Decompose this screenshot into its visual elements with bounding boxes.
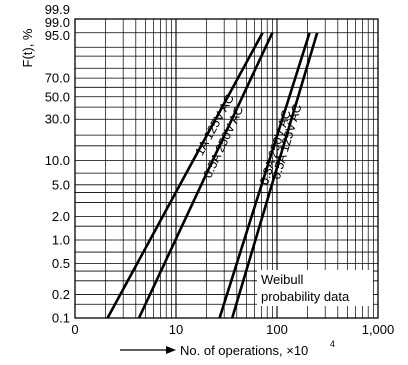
y-tick-label: 1.0 [52, 232, 70, 247]
y-tick-label: 30.0 [45, 112, 70, 127]
y-tick-label: 5.0 [52, 177, 70, 192]
series-line [106, 32, 264, 319]
annotation-box: Weibull probability data [257, 270, 373, 306]
x-tick-label: 0 [71, 322, 78, 337]
series-labels: 1A 125V AC0.5A 250V AC 0.3A 250V AC0.5A 1… [192, 92, 304, 187]
y-tick-label: 0.2 [52, 287, 70, 302]
x-axis-title: No. of operations, ×10 4 [120, 339, 335, 358]
x-axis-label: No. of operations, ×10 [180, 343, 308, 358]
plot-frame [74, 18, 379, 319]
y-tick-label: 10.0 [45, 153, 70, 168]
y-tick-label: 0.1 [52, 311, 70, 326]
x-tick-label: 10 [169, 322, 183, 337]
x-axis-arrow-icon [166, 346, 176, 354]
series-line [218, 32, 311, 319]
y-axis-label: F(t), % [20, 28, 35, 67]
y-tick-label: 95.0 [45, 28, 70, 43]
series-line [137, 32, 274, 319]
series-lines [106, 32, 319, 319]
annotation-line-1: Weibull [261, 272, 304, 287]
x-tick-label: 100 [266, 322, 288, 337]
annotation-line-2: probability data [261, 289, 350, 304]
y-tick-label: 0.5 [52, 256, 70, 271]
y-tick-label: 2.0 [52, 209, 70, 224]
y-tick-label: 99.0 [45, 15, 70, 30]
x-tick-label: 1,000 [362, 322, 395, 337]
series-line [230, 32, 319, 319]
y-tick-label: 99.9 [45, 2, 70, 17]
y-tick-label: 70.0 [45, 71, 70, 86]
x-axis-label-exponent: 4 [330, 339, 335, 349]
x-tick-labels: 0 10 100 1,000 [71, 322, 394, 337]
y-tick-label: 50.0 [45, 89, 70, 104]
y-tick-labels: 0.10.20.51.02.05.010.030.050.070.095.099… [45, 2, 70, 326]
